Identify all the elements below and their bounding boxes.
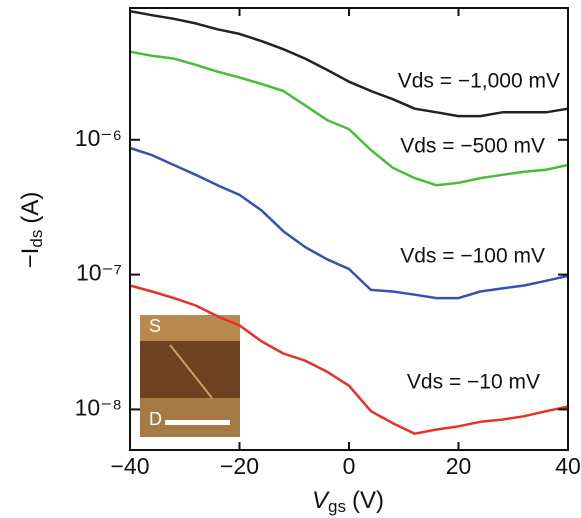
y-label-sub: ds <box>27 230 46 248</box>
x-axis-label: Vgs(V) <box>312 487 384 516</box>
x-tick-label: 40 <box>555 453 581 479</box>
series-label: Vds = −1,000 mV <box>398 70 560 93</box>
series-label: Vds = −10 mV <box>407 371 540 394</box>
inset: S D <box>140 315 240 437</box>
y-axis-label: −Ids (A) <box>17 192 46 269</box>
chart: S D Vgs(V) −Ids(A) Vds = −1,000 mVVds = … <box>0 0 581 518</box>
x-tick-label: −40 <box>110 453 149 479</box>
data-line <box>130 148 568 298</box>
series-label: Vds = −100 mV <box>400 245 545 268</box>
y-tick-label: 10⁻⁶ <box>75 125 122 151</box>
series-label: Vds = −500 mV <box>400 135 545 158</box>
x-tick-label: 20 <box>446 453 472 479</box>
inset-scale-bar <box>165 420 230 425</box>
y-label-unit: (A) <box>17 192 44 224</box>
x-label-unit: (V) <box>352 487 384 514</box>
x-tick-label: −20 <box>220 453 259 479</box>
inset-label: S <box>149 316 161 336</box>
y-tick-label: 10⁻⁸ <box>75 394 122 420</box>
y-tick-label: 10⁻⁷ <box>76 260 122 286</box>
y-label-var: −I <box>17 248 44 269</box>
x-label-sub: gs <box>328 497 346 516</box>
x-tick-label: 0 <box>343 453 356 479</box>
inset-label: D <box>149 409 162 429</box>
